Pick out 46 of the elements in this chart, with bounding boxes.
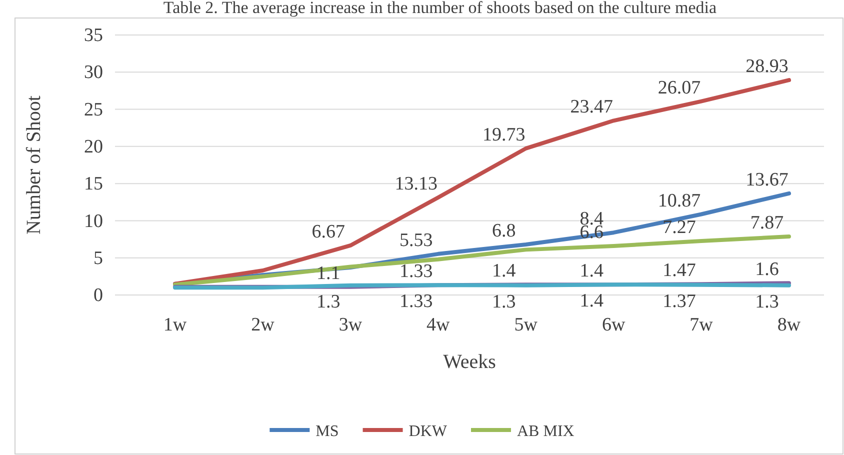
y-tick-label: 30 bbox=[84, 62, 103, 84]
y-tick-label: 10 bbox=[84, 210, 103, 232]
data-label: 1.37 bbox=[662, 290, 696, 312]
data-label: 19.73 bbox=[482, 124, 526, 146]
x-axis-title: Weeks bbox=[443, 351, 496, 373]
data-label: 7.27 bbox=[662, 216, 696, 238]
data-label: 1.33 bbox=[400, 291, 433, 312]
data-label: 7.87 bbox=[750, 212, 784, 234]
x-tick-label: 6w bbox=[602, 314, 626, 336]
data-label: 1.3 bbox=[755, 291, 779, 312]
legend-label: DKW bbox=[408, 423, 448, 440]
data-label: 23.47 bbox=[570, 96, 613, 118]
y-tick-label: 5 bbox=[94, 248, 103, 269]
data-label: 1.4 bbox=[492, 260, 516, 282]
data-label: 1.3 bbox=[492, 291, 516, 312]
x-tick-label: 8w bbox=[777, 314, 801, 336]
legend-label: MS bbox=[316, 423, 339, 440]
x-tick-label: 7w bbox=[690, 314, 714, 336]
data-label: 6.8 bbox=[492, 220, 516, 242]
data-label: 5.53 bbox=[400, 230, 433, 251]
x-tick-label: 3w bbox=[338, 314, 362, 336]
line-series bbox=[173, 78, 791, 286]
y-tick-label: 15 bbox=[84, 174, 103, 195]
data-label: 1.47 bbox=[662, 260, 696, 282]
data-label: 26.07 bbox=[658, 77, 701, 98]
data-label: 6.67 bbox=[312, 221, 346, 242]
data-label: 1.6 bbox=[755, 259, 779, 280]
data-label: 28.93 bbox=[746, 56, 788, 78]
data-label: 1.4 bbox=[580, 260, 604, 282]
y-tick-label: 25 bbox=[84, 99, 103, 120]
y-tick-label: 0 bbox=[94, 285, 103, 306]
y-tick-label: 35 bbox=[84, 25, 103, 46]
legend-label: AB MIX bbox=[517, 423, 575, 440]
data-label: 13.67 bbox=[746, 169, 788, 190]
x-tick-label: 4w bbox=[426, 314, 450, 336]
data-label: 1.4 bbox=[580, 290, 604, 312]
y-axis-title: Number of Shoot bbox=[23, 95, 45, 234]
y-tick-label: 20 bbox=[84, 136, 103, 158]
x-tick-label: 1w bbox=[163, 314, 187, 336]
data-label: 1.3 bbox=[316, 291, 340, 312]
x-tick-label: 2w bbox=[251, 314, 275, 336]
data-label: 10.87 bbox=[658, 190, 701, 212]
data-label: 1.33 bbox=[400, 261, 433, 282]
data-label: 13.13 bbox=[394, 173, 438, 194]
chart-title: Table 2. The average increase in the number of shoots based on the culture media bbox=[163, 0, 718, 17]
x-tick-label: 5w bbox=[514, 314, 538, 336]
